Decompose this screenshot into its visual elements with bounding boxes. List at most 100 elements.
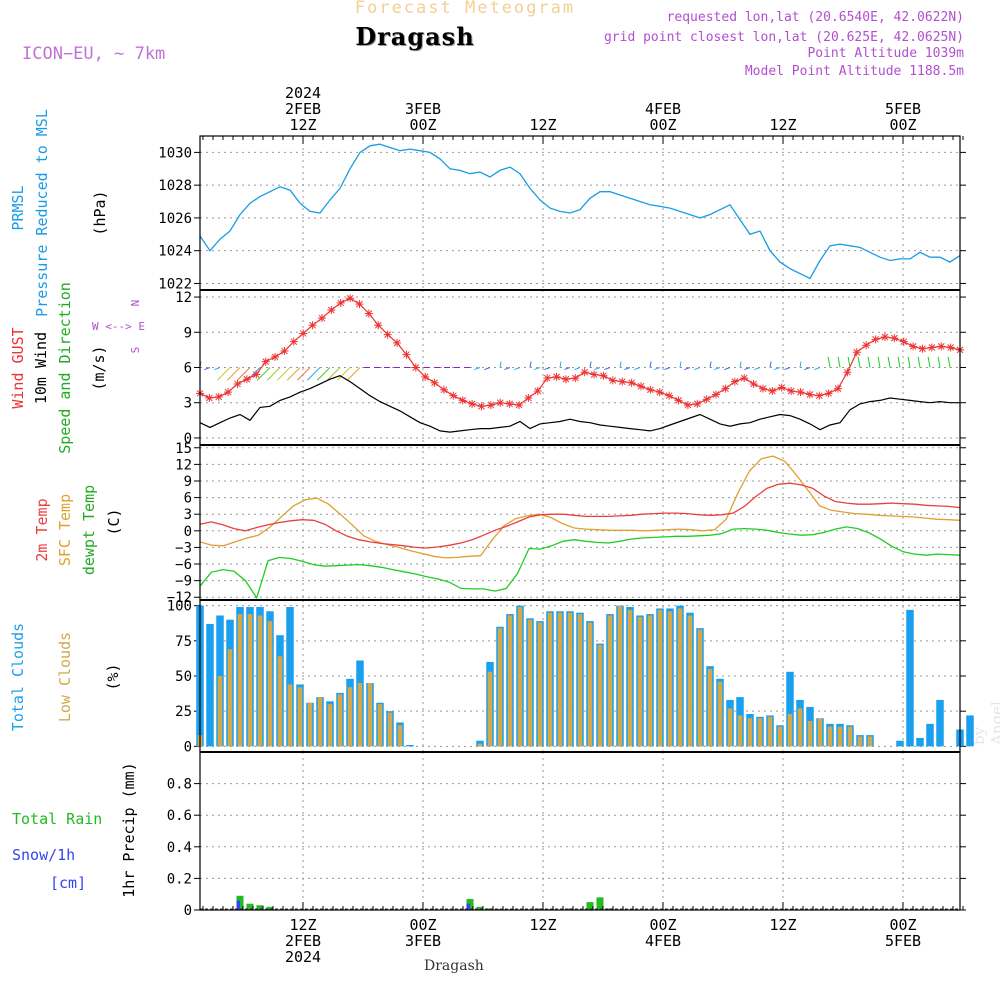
bottom-time-label: 12Z bbox=[289, 916, 316, 934]
gust-marker bbox=[740, 374, 749, 383]
total-cloud-bar bbox=[406, 744, 414, 747]
y-tick-label: 0.4 bbox=[167, 840, 192, 856]
top-time-label: 00Z bbox=[649, 116, 676, 134]
top-time-label: 4FEB bbox=[645, 100, 681, 118]
gust-marker bbox=[937, 342, 946, 351]
gust-marker bbox=[299, 329, 308, 338]
bottom-time-label: 12Z bbox=[529, 916, 556, 934]
wind-arrow bbox=[216, 367, 231, 381]
low-cloud-bar bbox=[337, 694, 343, 747]
y-tick-label: 0 bbox=[184, 903, 192, 919]
dewpt-temp-label: dewpt Temp bbox=[80, 485, 98, 575]
gust-marker bbox=[646, 385, 655, 394]
cloud-unit-label: (%) bbox=[104, 663, 122, 690]
low-cloud-bar bbox=[697, 629, 703, 747]
gust-marker bbox=[552, 372, 561, 381]
wind-arrow bbox=[694, 367, 701, 371]
low-clouds-label: Low Clouds bbox=[56, 632, 74, 722]
gust-marker bbox=[571, 374, 580, 383]
wind-gust-line bbox=[199, 297, 961, 407]
wind-arrow bbox=[474, 367, 481, 371]
gust-marker bbox=[224, 388, 233, 397]
gust-marker bbox=[843, 368, 852, 377]
low-cloud-bar bbox=[567, 612, 573, 747]
low-cloud-bar bbox=[377, 704, 383, 747]
low-cloud-bar bbox=[587, 622, 593, 747]
wind-arrow bbox=[204, 367, 211, 371]
low-cloud-bar bbox=[597, 645, 603, 747]
low-cloud-bar bbox=[317, 697, 323, 747]
wind-arrow bbox=[214, 367, 221, 371]
bottom-time-label: 00Z bbox=[649, 916, 676, 934]
low-cloud-bar bbox=[557, 612, 563, 747]
gust-marker bbox=[430, 378, 439, 387]
low-cloud-bar bbox=[237, 614, 243, 747]
compass-n-label: N bbox=[129, 300, 142, 307]
y-tick-label: 15 bbox=[175, 441, 192, 457]
gust-marker bbox=[796, 388, 805, 397]
total-cloud-bar bbox=[966, 715, 974, 747]
wind-arrow bbox=[709, 361, 712, 368]
wind-arrow bbox=[236, 367, 251, 381]
low-cloud-bar bbox=[357, 683, 363, 747]
gust-marker bbox=[336, 298, 345, 307]
y-tick-label: 0 bbox=[184, 739, 192, 755]
gust-marker bbox=[655, 388, 664, 397]
wind-arrow bbox=[534, 367, 541, 371]
gust-marker bbox=[374, 321, 383, 330]
low-cloud-bar bbox=[777, 726, 783, 747]
gust-marker bbox=[439, 385, 448, 394]
gust-marker bbox=[242, 375, 251, 384]
wind-arrow bbox=[589, 361, 592, 368]
gust-marker bbox=[524, 394, 533, 403]
wind-arrow bbox=[484, 367, 491, 371]
wind-direction-arrows bbox=[199, 356, 951, 381]
gust-marker bbox=[834, 384, 843, 393]
gust-marker bbox=[346, 294, 355, 303]
gust-marker bbox=[862, 341, 871, 350]
wind-arrow bbox=[514, 367, 521, 371]
gust-marker bbox=[590, 370, 599, 379]
y-tick-label: 12 bbox=[175, 457, 192, 473]
low-cloud-bar bbox=[577, 614, 583, 747]
wind-arrow bbox=[336, 367, 351, 381]
low-cloud-bar bbox=[287, 684, 293, 747]
wind-arrow bbox=[857, 356, 861, 368]
wind-arrow bbox=[559, 361, 562, 368]
gust-marker bbox=[777, 383, 786, 392]
panel-4 bbox=[302, 752, 904, 910]
low-cloud-bar bbox=[817, 718, 823, 747]
low-cloud-bar bbox=[487, 671, 493, 747]
total-cloud-bar bbox=[916, 737, 924, 747]
gust-marker bbox=[618, 377, 627, 386]
wind-arrow bbox=[714, 367, 721, 371]
wind-unit-label: (m/s) bbox=[90, 345, 108, 390]
gust-marker bbox=[280, 347, 289, 356]
bottom-time-label: 5FEB bbox=[885, 932, 921, 950]
gust-marker bbox=[383, 330, 392, 339]
bottom-time-label: 2024 bbox=[285, 948, 321, 966]
wind-arrow bbox=[784, 367, 791, 371]
panel-frame-0 bbox=[199, 135, 961, 291]
y-tick-label: 1026 bbox=[158, 211, 192, 227]
gust-marker bbox=[393, 338, 402, 347]
snow-bar bbox=[236, 900, 240, 910]
wind-arrow bbox=[739, 361, 742, 368]
top-time-label: 12Z bbox=[289, 116, 316, 134]
wind-arrow bbox=[346, 367, 361, 381]
model-altitude: Model Point Altitude 1188.5m bbox=[744, 64, 964, 79]
gust-marker bbox=[815, 391, 824, 400]
y-tick-label: 0.8 bbox=[167, 777, 192, 793]
low-cloud-bar bbox=[687, 615, 693, 747]
wind-arrow bbox=[326, 367, 341, 381]
top-time-label: 3FEB bbox=[405, 100, 441, 118]
gust-marker bbox=[233, 379, 242, 388]
wind-gust-label: Wind GUST bbox=[9, 327, 27, 408]
y-tick-label: 1024 bbox=[158, 244, 192, 260]
low-cloud-bar bbox=[297, 687, 303, 747]
gust-markers bbox=[196, 294, 964, 411]
low-cloud-bar bbox=[627, 609, 633, 747]
wind-arrow bbox=[769, 361, 772, 368]
precip-bars bbox=[200, 895, 960, 910]
chart-title: Dragash bbox=[355, 22, 475, 51]
